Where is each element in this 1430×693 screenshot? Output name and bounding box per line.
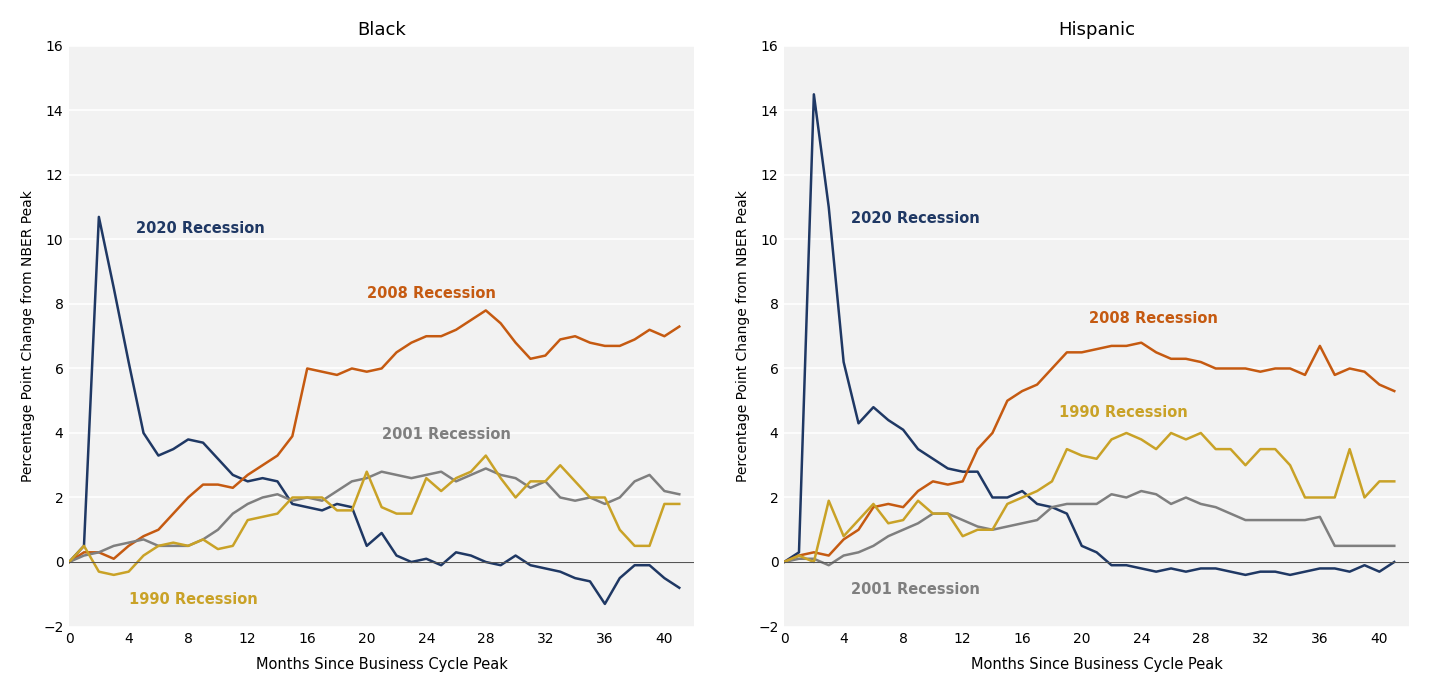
Text: 2001 Recession: 2001 Recession bbox=[851, 582, 980, 597]
Title: Hispanic: Hispanic bbox=[1058, 21, 1135, 39]
Text: 1990 Recession: 1990 Recession bbox=[1060, 405, 1188, 420]
Title: Black: Black bbox=[358, 21, 406, 39]
X-axis label: Months Since Business Cycle Peak: Months Since Business Cycle Peak bbox=[256, 657, 508, 672]
Text: 2008 Recession: 2008 Recession bbox=[1090, 311, 1218, 326]
Text: 1990 Recession: 1990 Recession bbox=[129, 592, 257, 607]
Text: 2020 Recession: 2020 Recession bbox=[851, 211, 980, 227]
X-axis label: Months Since Business Cycle Peak: Months Since Business Cycle Peak bbox=[971, 657, 1223, 672]
Text: 2020 Recession: 2020 Recession bbox=[136, 221, 265, 236]
Y-axis label: Percentage Point Change from NBER Peak: Percentage Point Change from NBER Peak bbox=[21, 191, 34, 482]
Text: 2001 Recession: 2001 Recession bbox=[382, 428, 511, 442]
Y-axis label: Percentage Point Change from NBER Peak: Percentage Point Change from NBER Peak bbox=[736, 191, 749, 482]
Text: 2008 Recession: 2008 Recession bbox=[366, 286, 496, 301]
